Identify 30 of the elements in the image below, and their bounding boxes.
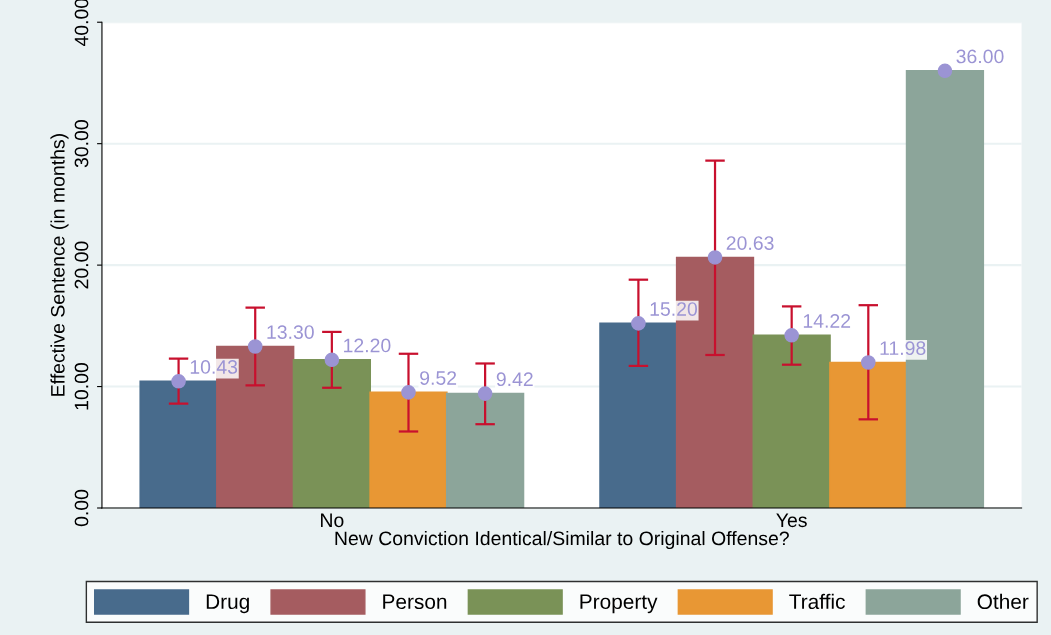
data-label: 13.30 [267,325,314,339]
x-tick-label: No [321,513,344,528]
y-axis-title: Effective Sentence (in months) [50,134,69,396]
x-tick-label: Yes [776,513,807,528]
legend-label: Other [977,593,1029,610]
data-label: 9.52 [420,371,457,385]
legend-label: Property [580,594,658,614]
bar [752,334,831,508]
legend-label: Person [383,594,447,610]
bar [599,322,678,508]
data-label: 20.63 [726,236,774,250]
y-tick-label: 10.00 [74,362,89,410]
y-tick-label: 30.00 [74,120,89,168]
data-label: 36.00 [956,49,1004,64]
legend-label: Drug [206,594,249,614]
y-tick-label: 20.00 [74,241,89,289]
y-tick-label: 0.00 [74,489,89,527]
data-label: 14.22 [803,314,851,328]
data-label: 9.42 [496,372,533,387]
bar [829,361,908,508]
bar [139,380,218,508]
x-axis-title: New Conviction Identical/Similar to Original Offense? [335,530,789,550]
bar [292,359,372,508]
data-label: 11.98 [880,341,926,356]
bar [445,392,525,508]
bar [369,391,448,508]
legend-label: Traffic [789,593,845,610]
data-label: 12.20 [344,338,391,353]
data-label: 10.43 [190,360,238,374]
data-label: 15.20 [650,302,698,316]
